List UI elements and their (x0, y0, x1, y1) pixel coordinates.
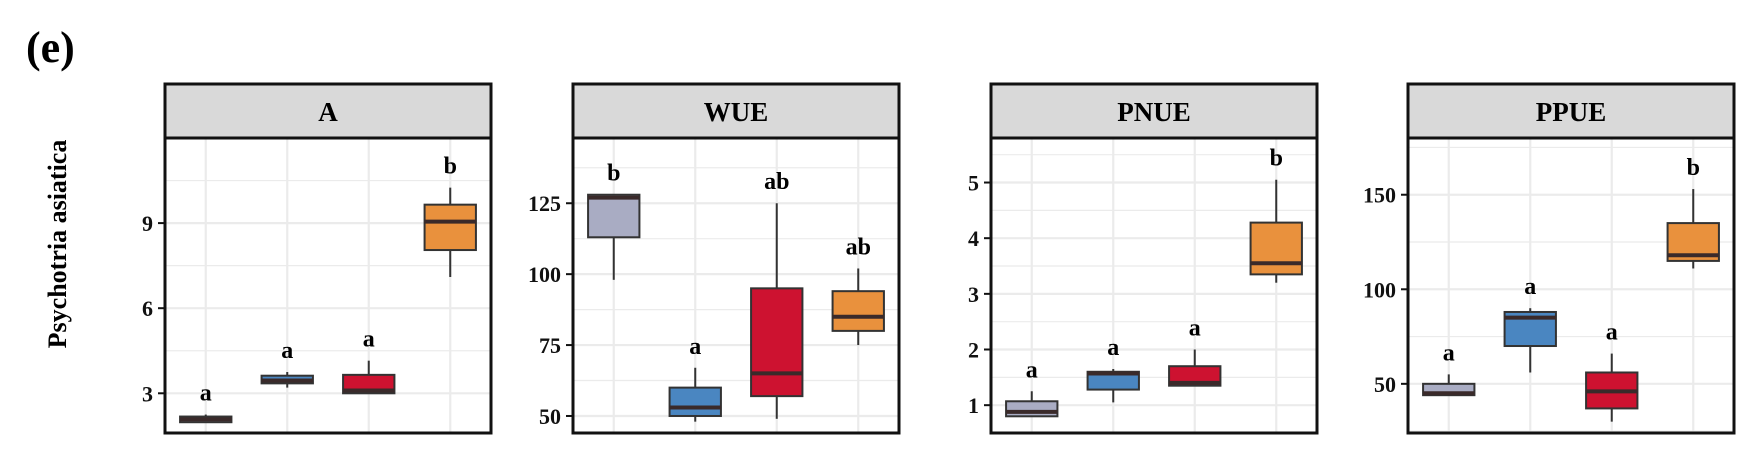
y-tick-label: 50 (539, 404, 561, 429)
facet-strip (571, 82, 901, 140)
box (831, 290, 885, 332)
box (668, 386, 722, 417)
box-group-2: a (668, 334, 722, 422)
y-tick-label: 125 (528, 191, 561, 216)
y-tick-label: 150 (1363, 183, 1396, 208)
facet-panel-3: PNUE 1 2 3 4 5 a a a b (968, 82, 1319, 435)
box (1005, 400, 1059, 418)
box-group-2: a (1503, 274, 1557, 373)
significance-label: a (281, 338, 293, 364)
box-group-4: b (1666, 155, 1720, 269)
facet-strip (989, 82, 1319, 140)
significance-label: a (1606, 320, 1618, 346)
box-group-3: a (342, 327, 396, 395)
y-tick-label: 100 (528, 262, 561, 287)
box (1168, 365, 1222, 387)
box (750, 287, 804, 398)
box (423, 203, 477, 252)
box-group-4: ab (831, 234, 885, 346)
y-tick-label: 3 (142, 381, 153, 406)
facet-strip-title: PNUE (1117, 97, 1191, 127)
significance-label: a (363, 327, 375, 353)
box-group-1: a (1005, 357, 1059, 418)
significance-label: b (1270, 146, 1283, 172)
significance-label: ab (846, 234, 871, 260)
facet-strip-title: A (318, 97, 338, 127)
y-tick-label: 9 (142, 211, 153, 236)
significance-label: a (1443, 340, 1455, 366)
box-group-2: a (260, 338, 314, 388)
row-label: Psychotria asiatica (43, 140, 72, 349)
y-tick-label: 50 (1374, 372, 1396, 397)
significance-label: a (200, 381, 212, 407)
box-group-1: a (1422, 340, 1476, 397)
significance-label: a (1107, 335, 1119, 361)
significance-label: b (607, 161, 620, 187)
y-tick-label: 4 (968, 226, 979, 251)
y-tick-label: 100 (1363, 277, 1396, 302)
y-tick-label: 1 (968, 393, 979, 418)
facet-strip (163, 82, 493, 140)
significance-label: b (1687, 155, 1700, 181)
significance-label: a (1524, 274, 1536, 300)
plot-background (573, 138, 899, 433)
facet-strip-title: PPUE (1536, 97, 1607, 127)
box-group-2: a (1086, 335, 1140, 403)
box-group-1: b (587, 161, 641, 280)
plot-frame (163, 136, 493, 435)
box-group-1: a (179, 381, 233, 424)
significance-label: b (444, 154, 457, 180)
y-tick-label: 75 (539, 333, 561, 358)
box-group-4: b (1249, 146, 1303, 283)
y-tick-label: 6 (142, 296, 153, 321)
significance-label: a (1026, 357, 1038, 383)
box-group-3: a (1168, 316, 1222, 387)
y-tick-label: 3 (968, 282, 979, 307)
significance-label: ab (764, 169, 789, 195)
facet-panel-1: A 3 6 9 a a a b (142, 82, 493, 435)
plot-frame (989, 136, 1319, 435)
y-tick-label: 2 (968, 338, 979, 363)
plot-background (991, 138, 1317, 433)
box (587, 193, 641, 239)
box-group-3: a (1585, 320, 1639, 422)
plot-frame (1406, 136, 1736, 435)
facet-panel-2: WUE 50 75 100 125 b a ab ab (528, 82, 901, 435)
box (1249, 221, 1303, 276)
box-group-4: b (423, 154, 477, 277)
significance-label: a (1189, 316, 1201, 342)
facet-panel-4: PPUE 50 100 150 a a a b (1363, 82, 1736, 435)
facet-strip-title: WUE (704, 97, 769, 127)
y-tick-label: 5 (968, 171, 979, 196)
plot-frame (571, 136, 901, 435)
panel-letter: (e) (26, 23, 75, 72)
plot-background (165, 138, 491, 433)
significance-label: a (689, 334, 701, 360)
box-group-3: ab (750, 169, 804, 419)
